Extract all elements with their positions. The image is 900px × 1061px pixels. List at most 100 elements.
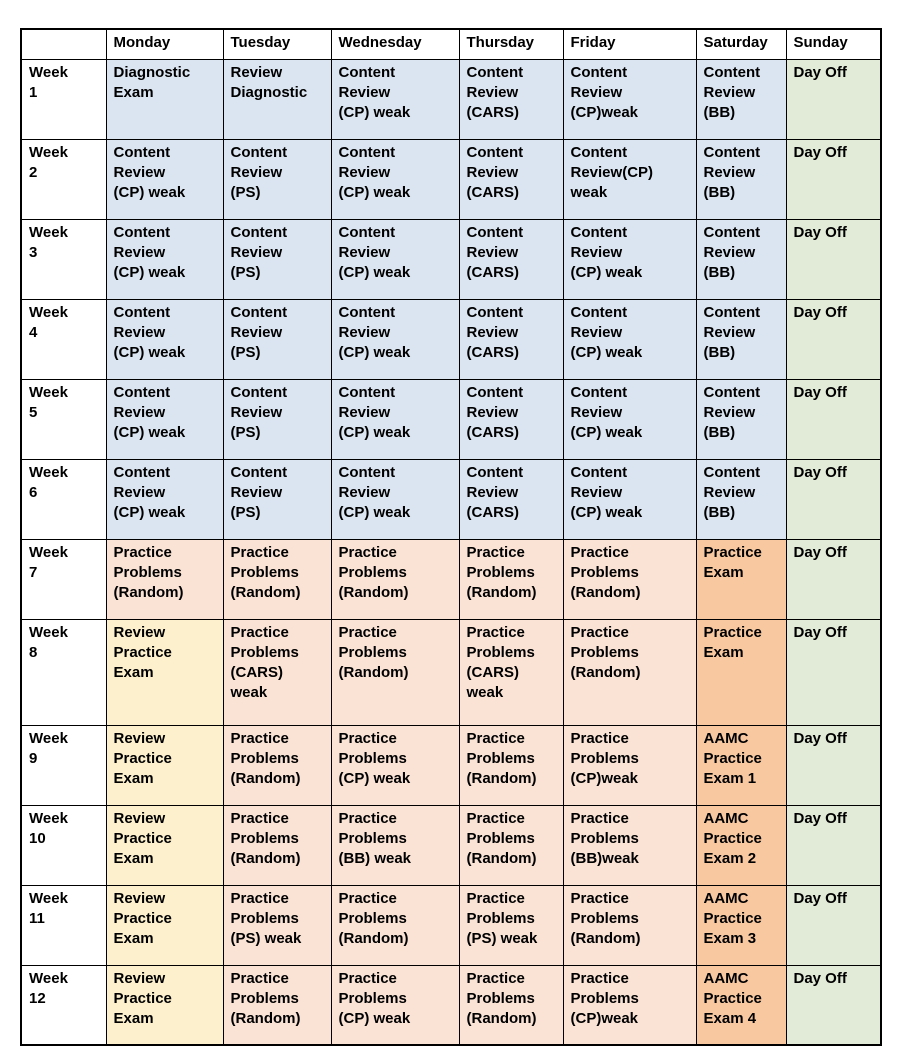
schedule-cell-week10-saturday: AAMC Practice Exam 2	[695, 804, 787, 886]
schedule-cell-week6-monday: Content Review (CP) weak	[105, 458, 224, 540]
schedule-cell-week8-saturday: Practice Exam	[695, 618, 787, 726]
week-label: Week 3	[20, 218, 107, 300]
schedule-cell-week8-tuesday: Practice Problems (CARS) weak	[222, 618, 332, 726]
schedule-cell-week5-friday: Content Review (CP) weak	[562, 378, 697, 460]
schedule-cell-week7-monday: Practice Problems (Random)	[105, 538, 224, 620]
schedule-cell-week6-wednesday: Content Review (CP) weak	[330, 458, 460, 540]
schedule-cell-week3-thursday: Content Review (CARS)	[458, 218, 564, 300]
schedule-cell-week3-monday: Content Review (CP) weak	[105, 218, 224, 300]
schedule-cell-week9-tuesday: Practice Problems (Random)	[222, 724, 332, 806]
schedule-cell-week2-sunday: Day Off	[785, 138, 882, 220]
table-row-week-2: Week 2 Content Review (CP) weak Content Re…	[20, 138, 882, 220]
schedule-cell-week5-saturday: Content Review (BB)	[695, 378, 787, 460]
schedule-cell-week2-thursday: Content Review (CARS)	[458, 138, 564, 220]
table-row-week-3: Week 3 Content Review (CP) weak Content Re…	[20, 218, 882, 300]
schedule-cell-week11-sunday: Day Off	[785, 884, 882, 966]
schedule-cell-week1-wednesday: Content Review (CP) weak	[330, 58, 460, 140]
week-label: Week 11	[20, 884, 107, 966]
schedule-cell-week3-saturday: Content Review (BB)	[695, 218, 787, 300]
schedule-cell-week4-saturday: Content Review (BB)	[695, 298, 787, 380]
table-row-week-8: Week 8 Review Practice Exam Practice Probl…	[20, 618, 882, 726]
schedule-cell-week3-sunday: Day Off	[785, 218, 882, 300]
table-row-week-10: Week 10 Review Practice Exam Practice Prob…	[20, 804, 882, 886]
schedule-cell-week4-thursday: Content Review (CARS)	[458, 298, 564, 380]
week-label: Week 8	[20, 618, 107, 726]
schedule-cell-week12-monday: Review Practice Exam	[105, 964, 224, 1046]
schedule-cell-week3-tuesday: Content Review (PS)	[222, 218, 332, 300]
schedule-cell-week9-monday: Review Practice Exam	[105, 724, 224, 806]
schedule-cell-week7-tuesday: Practice Problems (Random)	[222, 538, 332, 620]
schedule-cell-week6-saturday: Content Review (BB)	[695, 458, 787, 540]
schedule-cell-week7-sunday: Day Off	[785, 538, 882, 620]
schedule-cell-week11-tuesday: Practice Problems (PS) weak	[222, 884, 332, 966]
corner-cell	[20, 28, 107, 60]
schedule-cell-week6-friday: Content Review (CP) weak	[562, 458, 697, 540]
schedule-cell-week5-monday: Content Review (CP) weak	[105, 378, 224, 460]
schedule-cell-week2-tuesday: Content Review (PS)	[222, 138, 332, 220]
week-label: Week 4	[20, 298, 107, 380]
week-label: Week 2	[20, 138, 107, 220]
schedule-cell-week8-sunday: Day Off	[785, 618, 882, 726]
schedule-cell-week1-saturday: Content Review (BB)	[695, 58, 787, 140]
schedule-cell-week7-wednesday: Practice Problems (Random)	[330, 538, 460, 620]
table-row-week-9: Week 9 Review Practice Exam Practice Probl…	[20, 724, 882, 806]
schedule-cell-week12-wednesday: Practice Problems (CP) weak	[330, 964, 460, 1046]
schedule-cell-week4-tuesday: Content Review (PS)	[222, 298, 332, 380]
schedule-cell-week2-monday: Content Review (CP) weak	[105, 138, 224, 220]
schedule-cell-week9-wednesday: Practice Problems (CP) weak	[330, 724, 460, 806]
table-row-week-12: Week 12 Review Practice Exam Practice Prob…	[20, 964, 882, 1046]
schedule-cell-week1-tuesday: Review Diagnostic	[222, 58, 332, 140]
schedule-cell-week11-wednesday: Practice Problems (Random)	[330, 884, 460, 966]
schedule-cell-week9-sunday: Day Off	[785, 724, 882, 806]
schedule-cell-week7-friday: Practice Problems (Random)	[562, 538, 697, 620]
day-header-thursday: Thursday	[458, 28, 564, 60]
schedule-cell-week11-monday: Review Practice Exam	[105, 884, 224, 966]
day-header-monday: Monday	[105, 28, 224, 60]
schedule-cell-week10-monday: Review Practice Exam	[105, 804, 224, 886]
week-label: Week 12	[20, 964, 107, 1046]
schedule-cell-week10-friday: Practice Problems (BB)weak	[562, 804, 697, 886]
schedule-cell-week6-tuesday: Content Review (PS)	[222, 458, 332, 540]
schedule-cell-week5-wednesday: Content Review (CP) weak	[330, 378, 460, 460]
day-header-saturday: Saturday	[695, 28, 787, 60]
day-header-sunday: Sunday	[785, 28, 882, 60]
schedule-cell-week1-thursday: Content Review (CARS)	[458, 58, 564, 140]
week-label: Week 9	[20, 724, 107, 806]
schedule-cell-week1-monday: Diagnostic Exam	[105, 58, 224, 140]
schedule-cell-week10-thursday: Practice Problems (Random)	[458, 804, 564, 886]
schedule-cell-week1-sunday: Day Off	[785, 58, 882, 140]
schedule-cell-week10-sunday: Day Off	[785, 804, 882, 886]
header-row: Monday Tuesday Wednesday Thursday Friday…	[20, 28, 882, 60]
schedule-cell-week9-saturday: AAMC Practice Exam 1	[695, 724, 787, 806]
table-row-week-4: Week 4 Content Review (CP) weak Content Re…	[20, 298, 882, 380]
schedule-cell-week11-saturday: AAMC Practice Exam 3	[695, 884, 787, 966]
table-row-week-1: Week 1 Diagnostic Exam Review Diagnostic Co…	[20, 58, 882, 140]
week-label: Week 6	[20, 458, 107, 540]
week-label: Week 1	[20, 58, 107, 140]
schedule-cell-week8-wednesday: Practice Problems (Random)	[330, 618, 460, 726]
schedule-cell-week4-friday: Content Review (CP) weak	[562, 298, 697, 380]
schedule-cell-week2-friday: Content Review(CP) weak	[562, 138, 697, 220]
schedule-cell-week4-sunday: Day Off	[785, 298, 882, 380]
schedule-cell-week12-tuesday: Practice Problems (Random)	[222, 964, 332, 1046]
schedule-cell-week12-friday: Practice Problems (CP)weak	[562, 964, 697, 1046]
schedule-cell-week3-wednesday: Content Review (CP) weak	[330, 218, 460, 300]
table-row-week-6: Week 6 Content Review (CP) weak Content Re…	[20, 458, 882, 540]
schedule-cell-week1-friday: Content Review (CP)weak	[562, 58, 697, 140]
schedule-cell-week8-friday: Practice Problems (Random)	[562, 618, 697, 726]
schedule-cell-week11-friday: Practice Problems (Random)	[562, 884, 697, 966]
table-row-week-5: Week 5 Content Review (CP) weak Content Re…	[20, 378, 882, 460]
schedule-cell-week5-thursday: Content Review (CARS)	[458, 378, 564, 460]
schedule-cell-week8-thursday: Practice Problems (CARS) weak	[458, 618, 564, 726]
schedule-cell-week8-monday: Review Practice Exam	[105, 618, 224, 726]
schedule-cell-week10-tuesday: Practice Problems (Random)	[222, 804, 332, 886]
schedule-cell-week5-tuesday: Content Review (PS)	[222, 378, 332, 460]
schedule-cell-week7-saturday: Practice Exam	[695, 538, 787, 620]
schedule-cell-week6-sunday: Day Off	[785, 458, 882, 540]
schedule-cell-week7-thursday: Practice Problems (Random)	[458, 538, 564, 620]
week-label: Week 10	[20, 804, 107, 886]
schedule-cell-week3-friday: Content Review (CP) weak	[562, 218, 697, 300]
schedule-cell-week6-thursday: Content Review (CARS)	[458, 458, 564, 540]
schedule-cell-week5-sunday: Day Off	[785, 378, 882, 460]
